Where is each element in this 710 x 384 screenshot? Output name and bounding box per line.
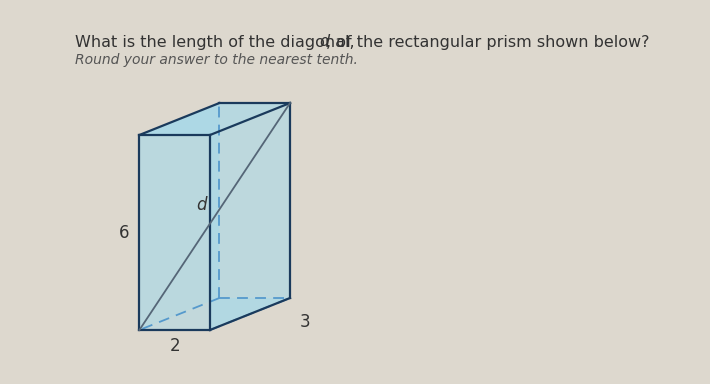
Text: d: d xyxy=(196,195,207,214)
Polygon shape xyxy=(139,103,219,330)
Text: 2: 2 xyxy=(170,337,180,355)
Text: Round your answer to the nearest tenth.: Round your answer to the nearest tenth. xyxy=(75,53,359,67)
Polygon shape xyxy=(210,103,290,330)
Polygon shape xyxy=(139,298,290,330)
Text: 6: 6 xyxy=(119,223,129,242)
Text: , of the rectangular prism shown below?: , of the rectangular prism shown below? xyxy=(326,35,650,50)
Text: What is the length of the diagonal,: What is the length of the diagonal, xyxy=(75,35,360,50)
Polygon shape xyxy=(139,103,290,135)
Text: 3: 3 xyxy=(300,313,310,331)
Text: d: d xyxy=(320,35,329,50)
